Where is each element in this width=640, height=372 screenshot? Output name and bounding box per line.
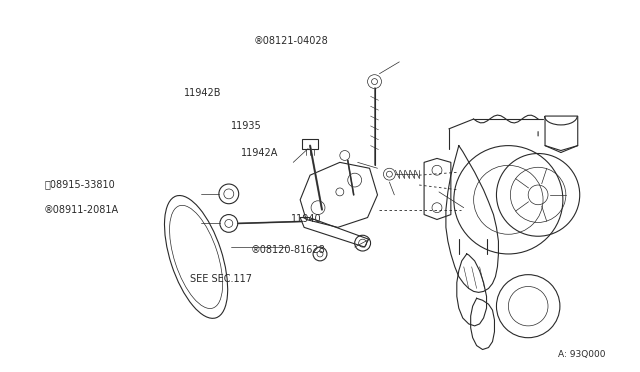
Text: 11942B: 11942B: [184, 87, 221, 97]
Text: SEE SEC.117: SEE SEC.117: [190, 275, 252, 285]
Text: A: 93Q000: A: 93Q000: [558, 350, 605, 359]
Text: Ⓥ08915-33810: Ⓥ08915-33810: [44, 179, 115, 189]
Text: ®08121-04028: ®08121-04028: [253, 36, 328, 46]
Text: 11940: 11940: [291, 214, 322, 224]
Text: 11935: 11935: [231, 121, 262, 131]
Text: ®08911-2081A: ®08911-2081A: [44, 205, 119, 215]
Text: 11942A: 11942A: [241, 148, 278, 158]
Text: ®08120-81628: ®08120-81628: [250, 245, 325, 255]
